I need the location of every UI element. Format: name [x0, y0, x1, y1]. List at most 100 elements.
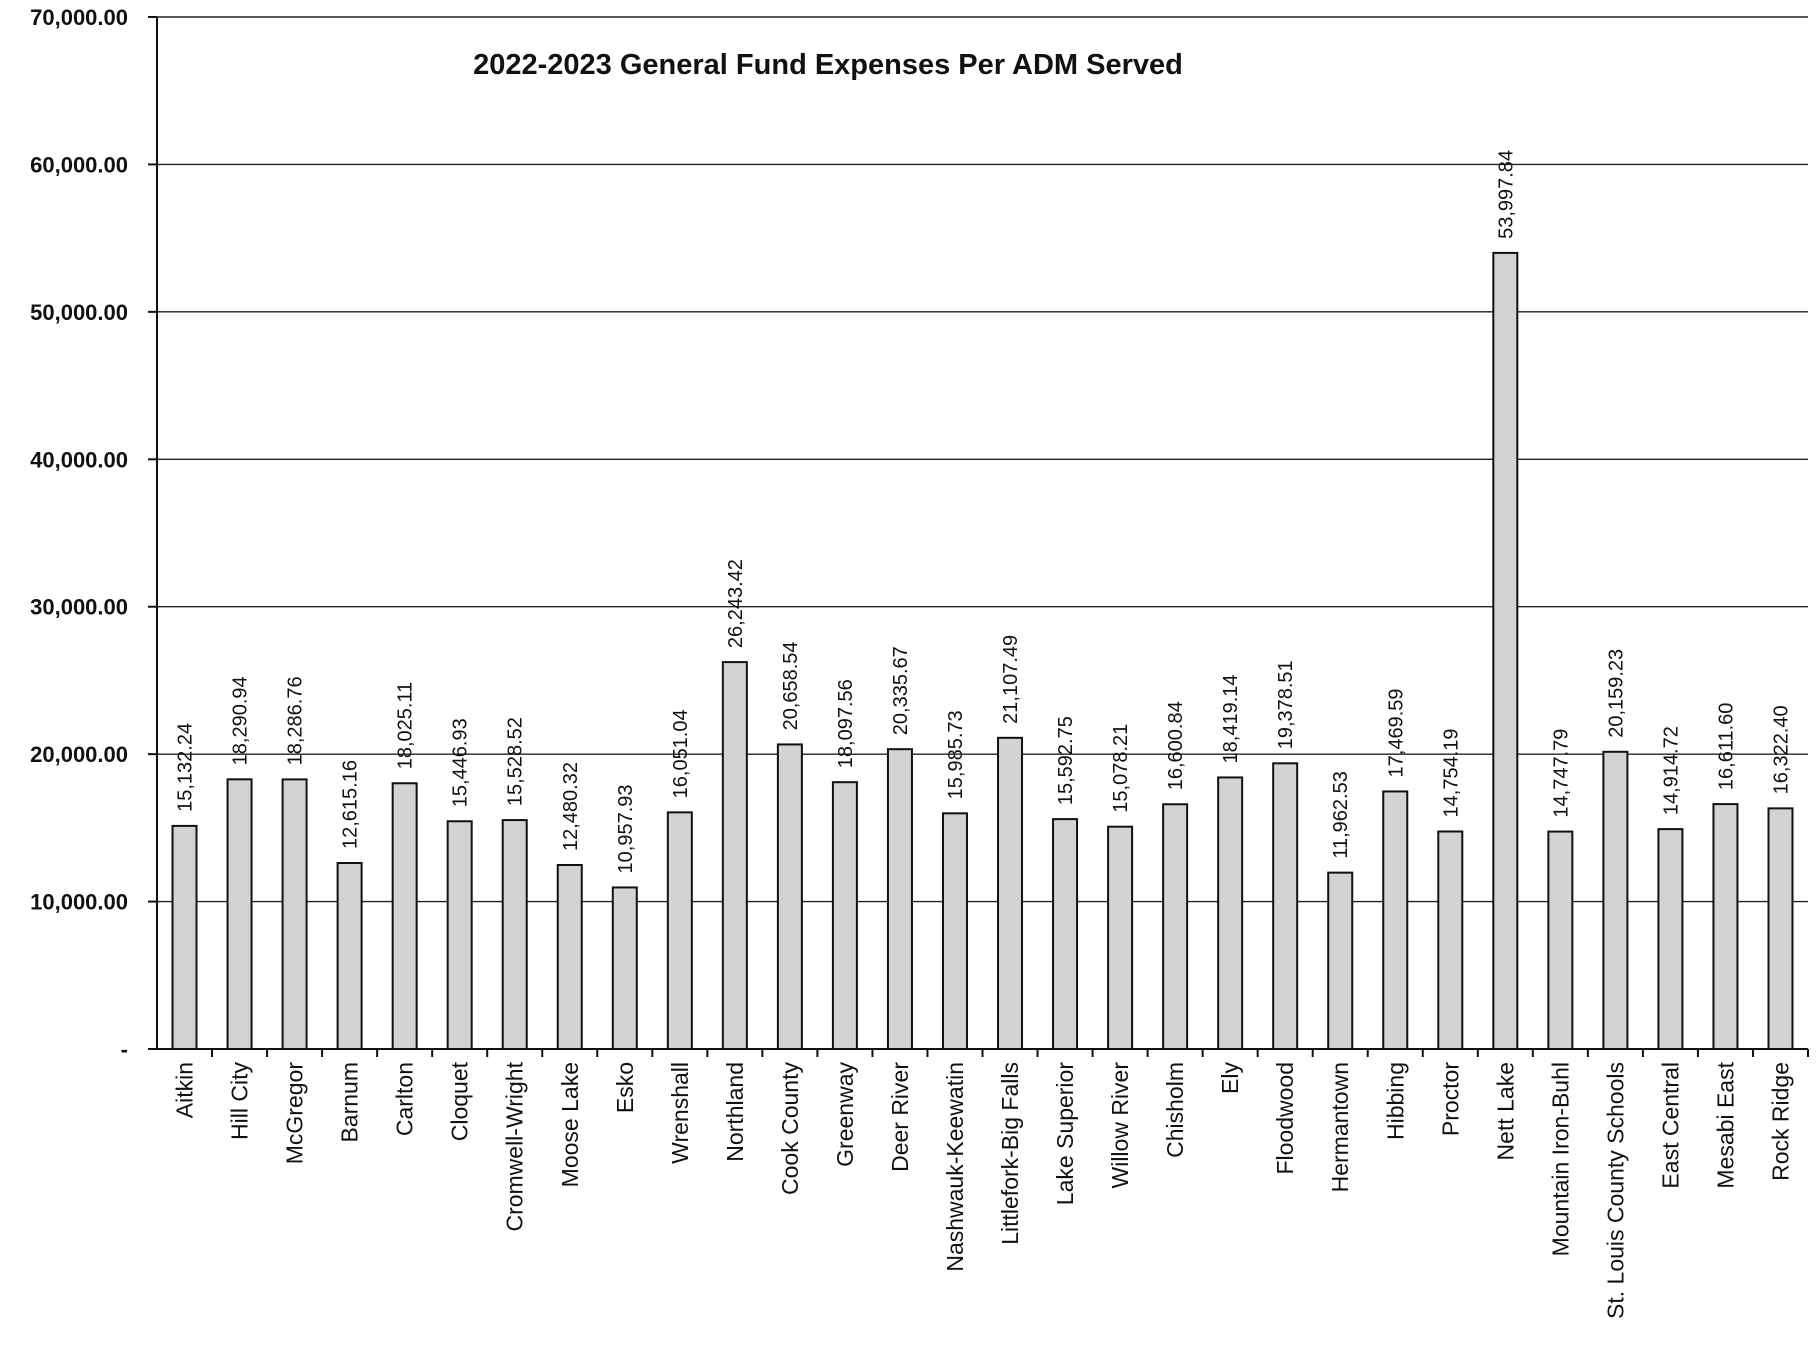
bar-28: [1712, 803, 1739, 1050]
data-label-11: 20,658.54: [780, 641, 802, 730]
x-tick-label-8: Esko: [612, 1062, 638, 1113]
bars: [171, 251, 1794, 1051]
bar-27: [1657, 828, 1684, 1051]
data-label-3: 12,615.16: [340, 760, 362, 849]
data-label-7: 12,480.32: [560, 762, 582, 851]
chart-title: 2022-2023 General Fund Expenses Per ADM …: [473, 49, 1183, 81]
x-tick-label-11: Cook County: [777, 1062, 803, 1195]
x-tick-label-20: Floodwood: [1272, 1062, 1298, 1175]
x-tick-label-0: Aitkin: [172, 1062, 198, 1118]
x-tick-label-22: Hibbing: [1382, 1062, 1408, 1140]
data-label-23: 14,754.19: [1440, 728, 1462, 817]
bar-22: [1382, 790, 1409, 1050]
data-label-27: 14,914.72: [1660, 726, 1682, 815]
data-label-12: 18,097.56: [835, 679, 857, 768]
x-tick-label-17: Willow River: [1107, 1062, 1133, 1189]
data-label-15: 21,107.49: [1000, 635, 1022, 724]
x-tick-label-15: Littlefork-Big Falls: [997, 1062, 1023, 1245]
data-label-24: 53,997.84: [1495, 150, 1517, 239]
x-tick-label-13: Deer River: [887, 1062, 913, 1172]
bar-9: [666, 811, 693, 1050]
bar-4: [391, 782, 418, 1050]
data-label-21: 11,962.53: [1330, 771, 1352, 859]
data-label-25: 14,747.79: [1550, 729, 1572, 818]
data-label-4: 18,025.11: [395, 682, 417, 770]
x-tick-label-10: Northland: [722, 1062, 748, 1162]
x-axis-ticks: Aitkin Hill City McGregor Barnum Carlton Cloq…: [172, 1049, 1809, 1319]
x-tick-label-12: Greenway: [832, 1062, 858, 1167]
bar-17: [1107, 825, 1134, 1050]
bar-19: [1217, 776, 1244, 1051]
y-tick-label-0: -: [121, 1037, 128, 1062]
y-tick-label-5: 50,000.00: [30, 300, 128, 325]
x-tick-label-7: Moose Lake: [557, 1062, 583, 1187]
y-tick-label-1: 10,000.00: [30, 890, 128, 915]
data-label-22: 17,469.59: [1385, 688, 1407, 777]
bar-10: [721, 661, 748, 1050]
x-tick-label-1: Hill City: [227, 1062, 253, 1140]
bar-21: [1327, 871, 1354, 1050]
bar-7: [556, 864, 583, 1051]
x-tick-label-14: Nashwauk-Keewatin: [942, 1062, 968, 1272]
bar-29: [1767, 807, 1794, 1051]
x-tick-label-5: Cloquet: [447, 1061, 473, 1141]
bar-16: [1052, 818, 1079, 1050]
x-tick-label-18: Chisholm: [1162, 1062, 1188, 1158]
gridlines: [157, 16, 1808, 903]
y-tick-label-6: 60,000.00: [30, 152, 128, 177]
x-tick-label-26: St. Louis County Schools: [1602, 1062, 1628, 1319]
y-tick-label-7: 70,000.00: [30, 5, 128, 30]
x-tick-label-4: Carlton: [392, 1062, 418, 1136]
bar-26: [1602, 750, 1629, 1050]
data-label-9: 16,051.04: [670, 709, 692, 798]
x-tick-label-21: Hermantown: [1327, 1062, 1353, 1192]
data-label-28: 16,611.60: [1715, 703, 1737, 791]
bar-14: [941, 812, 968, 1050]
bar-3: [336, 862, 363, 1050]
bar-8: [611, 886, 638, 1050]
data-label-26: 20,159.23: [1605, 649, 1627, 738]
data-label-17: 15,078.21: [1110, 724, 1132, 813]
data-label-1: 18,290.94: [230, 676, 252, 765]
data-label-16: 15,592.75: [1055, 716, 1077, 805]
bar-1: [226, 778, 253, 1050]
data-label-14: 15,985.73: [945, 710, 967, 799]
bar-24: [1492, 251, 1519, 1051]
bar-12: [831, 781, 858, 1050]
y-tick-label-4: 40,000.00: [30, 447, 128, 472]
data-label-0: 15,132.24: [175, 723, 197, 812]
data-label-6: 15,528.52: [505, 717, 527, 806]
x-tick-label-16: Lake Superior: [1052, 1062, 1078, 1206]
x-tick-label-28: Mesabi East: [1712, 1061, 1738, 1188]
x-tick-label-24: Nett Lake: [1492, 1062, 1518, 1160]
data-label-10: 26,243.42: [725, 559, 747, 648]
x-tick-label-23: Proctor: [1437, 1062, 1463, 1136]
x-tick-label-19: Ely: [1217, 1062, 1243, 1094]
data-label-20: 19,378.51: [1275, 660, 1297, 749]
bar-0: [171, 824, 198, 1050]
x-tick-label-9: Wrenshall: [667, 1062, 693, 1164]
data-label-29: 16,322.40: [1770, 705, 1792, 794]
data-label-8: 10,957.93: [615, 784, 637, 873]
data-label-18: 16,600.84: [1165, 701, 1187, 790]
x-tick-label-6: Cromwell-Wright: [502, 1061, 528, 1231]
y-tick-label-3: 30,000.00: [30, 595, 128, 620]
bar-18: [1162, 803, 1189, 1050]
x-tick-label-27: East Central: [1657, 1062, 1683, 1189]
data-labels: 15,132.24 18,290.94 18,286.76 12,615.16 18,0…: [175, 150, 1793, 874]
x-tick-label-3: Barnum: [337, 1062, 363, 1143]
data-label-19: 18,419.14: [1220, 674, 1242, 763]
data-label-2: 18,286.76: [285, 676, 307, 765]
bar-5: [446, 820, 473, 1051]
bar-23: [1437, 830, 1464, 1050]
y-axis-ticks: - 10,000.00 20,000.00 30,000.00 40,000.00 50,…: [30, 5, 157, 1062]
data-label-5: 15,446.93: [450, 718, 472, 807]
bar-20: [1272, 762, 1299, 1051]
y-tick-label-2: 20,000.00: [30, 742, 128, 767]
x-tick-label-2: McGregor: [282, 1062, 308, 1165]
bar-11: [776, 743, 803, 1050]
x-tick-label-29: Rock Ridge: [1767, 1062, 1793, 1181]
bar-13: [886, 748, 913, 1050]
data-label-13: 20,335.67: [890, 646, 912, 735]
